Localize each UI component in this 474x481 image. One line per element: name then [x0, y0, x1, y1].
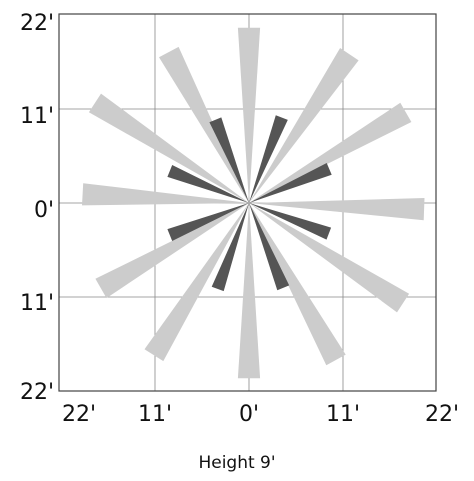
outer-beam: [88, 93, 250, 203]
x-tick-label: 11': [138, 402, 172, 427]
inner-beam: [249, 203, 332, 240]
outer-beam: [249, 102, 412, 203]
diagram-caption: Height 9': [198, 453, 276, 473]
outer-beam: [249, 203, 346, 366]
y-tick-label: 11': [20, 291, 54, 316]
y-tick-label: 22': [20, 380, 54, 405]
beam-group: [82, 27, 425, 379]
outer-beam: [237, 27, 261, 203]
plot-frame: [58, 13, 437, 392]
inner-beam: [167, 165, 249, 203]
outer-beam: [144, 203, 249, 362]
inner-beam: [249, 163, 332, 203]
inner-beam: [249, 203, 290, 291]
outer-beam: [82, 183, 249, 206]
inner-beam: [249, 115, 288, 203]
inner-beam: [167, 203, 249, 241]
outer-beam: [237, 203, 261, 379]
y-tick-label: 11': [20, 104, 54, 129]
x-tick-label: 0': [239, 402, 259, 427]
outer-beam: [249, 48, 359, 203]
inner-beam: [209, 117, 249, 203]
x-tick-label: 22': [425, 402, 459, 427]
y-tick-label: 22': [20, 11, 54, 36]
outer-beam: [249, 198, 425, 221]
x-tick-label: 11': [326, 402, 360, 427]
outer-beam: [249, 203, 410, 313]
x-tick-label: 22': [62, 402, 96, 427]
inner-beam: [211, 203, 249, 292]
outer-beam: [95, 203, 250, 299]
outer-beam: [159, 46, 249, 204]
y-tick-label: 0': [34, 198, 54, 223]
